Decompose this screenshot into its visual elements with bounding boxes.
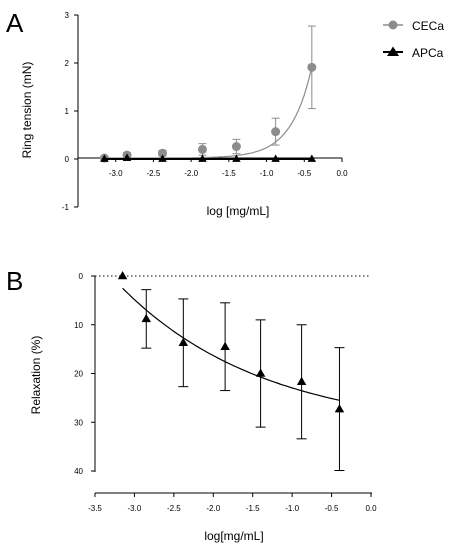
panel-a-x-tick-label: -0.5 <box>297 169 311 178</box>
panel-a-x-tick-label: -3.0 <box>109 169 123 178</box>
relaxation-point <box>334 404 345 413</box>
panel-a-y-axis-title: Ring tension (mN) <box>20 62 34 159</box>
panel-b-x-axis-title: log[mg/mL] <box>204 529 263 543</box>
legend-ceca-marker <box>388 20 398 30</box>
panel-b-x-ticks: -3.5 -3.0 -2.5 -2.0 -1.5 -1.0 -0.5 0.0 <box>88 493 377 513</box>
relaxation-point <box>117 271 128 280</box>
panel-b-plot-area <box>117 271 345 472</box>
panel-a-plot-area <box>99 25 317 163</box>
panel-a-y-tick-label: -1 <box>62 203 70 212</box>
relaxation-point <box>141 313 152 323</box>
ceca-point <box>231 142 241 152</box>
legend-item-apca: APCa <box>383 46 444 60</box>
apca-point <box>232 154 241 162</box>
apca-point <box>158 154 167 162</box>
panel-a-x-tick-label: -2.5 <box>147 169 161 178</box>
relaxation-fit-curve <box>122 287 340 401</box>
panel-b-y-ticks: 0 10 20 30 40 <box>74 272 95 476</box>
panel-b-x-tick-label: -3.5 <box>88 504 102 513</box>
ceca-fit-curve <box>104 67 313 159</box>
panel-b-x-tick-label: -0.5 <box>325 504 339 513</box>
panel-b-x-tick-label: -2.0 <box>206 504 220 513</box>
panel-b-x-tick-label: 0.0 <box>365 504 377 513</box>
panel-b-y-tick-label: 30 <box>74 418 83 427</box>
panel-a-x-tick-label: -2.0 <box>184 169 198 178</box>
panel-a-y-ticks: -1 0 1 2 3 <box>62 11 78 212</box>
panel-a-x-tick-label: -1.5 <box>222 169 236 178</box>
panel-b-y-tick-label: 0 <box>79 272 84 281</box>
panel-a-y-tick-label: 0 <box>65 155 70 164</box>
panel-b-y-axis-title: Relaxation (%) <box>29 336 43 415</box>
legend-apca-marker <box>387 46 399 56</box>
relaxation-point <box>296 376 307 386</box>
panel-b-label: B <box>6 266 23 296</box>
ceca-point <box>271 127 281 137</box>
panel-b-y-tick-label: 20 <box>74 370 83 379</box>
legend-ceca-label: CECa <box>412 19 444 33</box>
apca-point <box>100 154 109 162</box>
panel-a-x-tick-label: 0.0 <box>336 169 348 178</box>
panel-a-y-tick-label: 3 <box>65 11 70 20</box>
panel-b-y-tick-label: 40 <box>74 467 83 476</box>
apca-point <box>122 153 132 161</box>
legend-apca-label: APCa <box>412 46 444 60</box>
panel-b-x-tick-label: -3.0 <box>128 504 142 513</box>
ceca-point <box>197 144 207 154</box>
ceca-point <box>157 148 167 158</box>
ceca-point <box>307 62 317 72</box>
panel-b-x-tick-label: -1.5 <box>246 504 260 513</box>
legend: CECa APCa <box>383 19 444 60</box>
panel-b-x-tick-label: -2.5 <box>167 504 181 513</box>
panel-b: B 0 10 20 30 40 -3.5 -3.0 -2.5 -2.0 -1.5 -1.0 -0.5… <box>6 266 377 543</box>
relaxation-point <box>255 368 266 377</box>
relaxation-point <box>220 341 230 350</box>
apca-point <box>198 154 207 162</box>
panel-a-label: A <box>6 8 24 38</box>
panel-a: A -1 0 1 2 3 -3.0 -2.5 -2.0 -1.5 -1.0 -0.5 0.0 log… <box>6 8 444 218</box>
apca-point <box>307 154 317 162</box>
panel-a-y-tick-label: 1 <box>65 107 70 116</box>
panel-a-x-axis-title: log [mg/mL] <box>207 204 270 218</box>
panel-a-x-tick-label: -1.0 <box>260 169 274 178</box>
legend-item-ceca: CECa <box>383 19 444 33</box>
relaxation-point <box>178 337 189 347</box>
apca-point <box>271 154 280 162</box>
panel-b-x-tick-label: -1.0 <box>285 504 299 513</box>
panel-b-y-tick-label: 10 <box>74 321 83 330</box>
panel-a-y-tick-label: 2 <box>65 59 70 68</box>
